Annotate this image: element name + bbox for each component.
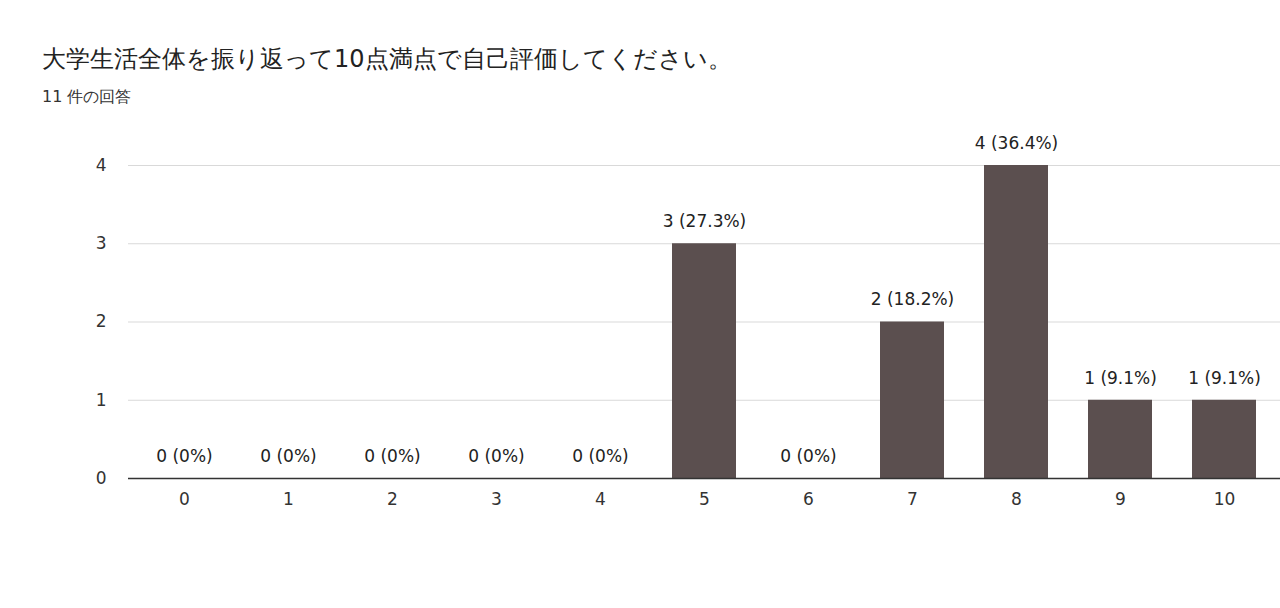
svg-text:0 (0%): 0 (0%) bbox=[780, 446, 836, 466]
svg-text:0: 0 bbox=[179, 489, 190, 509]
svg-text:5: 5 bbox=[699, 489, 710, 509]
html-text:11 件の回答: 11 件の回答 bbox=[42, 87, 132, 106]
svg-text:4: 4 bbox=[96, 155, 107, 175]
svg-text:2 (18.2%): 2 (18.2%) bbox=[871, 289, 955, 309]
svg-text:4: 4 bbox=[595, 489, 606, 509]
svg-text:0 (0%): 0 (0%) bbox=[364, 446, 420, 466]
svg-text:3: 3 bbox=[491, 489, 502, 509]
svg-text:1: 1 bbox=[96, 390, 107, 410]
svg-text:9: 9 bbox=[1115, 489, 1126, 509]
html-text:大学生活全体を振り返って10点満点で自己評価してください。: 大学生活全体を振り返って10点満点で自己評価してください。 bbox=[42, 45, 732, 73]
svg-text:4 (36.4%): 4 (36.4%) bbox=[975, 133, 1059, 153]
svg-text:3: 3 bbox=[96, 233, 107, 253]
svg-text:2: 2 bbox=[387, 489, 398, 509]
svg-text:7: 7 bbox=[907, 489, 918, 509]
svg-text:0 (0%): 0 (0%) bbox=[572, 446, 628, 466]
svg-text:3 (27.3%): 3 (27.3%) bbox=[663, 211, 747, 231]
svg-text:0: 0 bbox=[96, 468, 107, 488]
svg-text:1 (9.1%): 1 (9.1%) bbox=[1084, 368, 1157, 388]
svg-text:0 (0%): 0 (0%) bbox=[260, 446, 316, 466]
svg-text:8: 8 bbox=[1011, 489, 1022, 509]
svg-text:2: 2 bbox=[96, 311, 107, 331]
svg-text:10: 10 bbox=[1214, 489, 1236, 509]
svg-text:0 (0%): 0 (0%) bbox=[156, 446, 212, 466]
svg-text:1: 1 bbox=[283, 489, 294, 509]
svg-text:6: 6 bbox=[803, 489, 814, 509]
svg-text:1 (9.1%): 1 (9.1%) bbox=[1188, 368, 1261, 388]
svg-text:0 (0%): 0 (0%) bbox=[468, 446, 524, 466]
